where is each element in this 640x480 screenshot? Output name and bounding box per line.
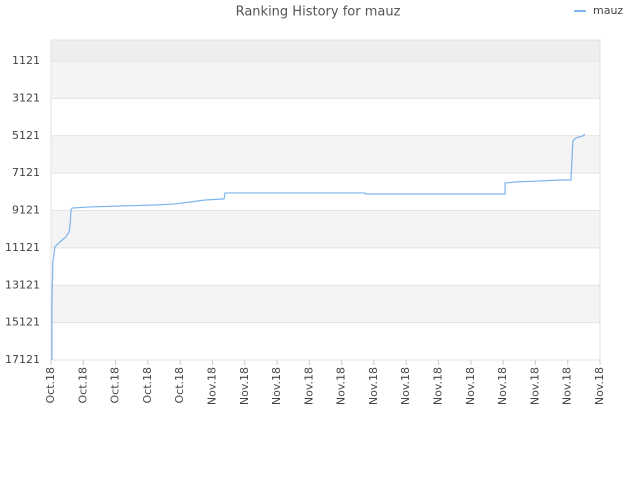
x-tick-label: Nov.18 — [528, 367, 541, 405]
plot-band — [51, 61, 600, 99]
x-tick-label: Oct.18 — [76, 367, 89, 404]
y-tick-label: 3121 — [12, 91, 40, 104]
x-tick-label: Nov.18 — [302, 367, 315, 405]
plot-top-band — [51, 40, 600, 62]
x-tick-label: Nov.18 — [238, 367, 251, 405]
x-tick-label: Nov.18 — [593, 367, 606, 405]
x-tick-label: Oct.18 — [109, 367, 122, 404]
plot-band — [51, 135, 600, 174]
x-tick-label: Nov.18 — [205, 367, 218, 405]
x-tick-label: Nov.18 — [561, 367, 574, 405]
y-tick-label: 17121 — [5, 353, 40, 366]
y-tick-label: 9121 — [12, 204, 40, 217]
y-tick-label: 11121 — [5, 241, 40, 254]
x-tick-label: Nov.18 — [496, 367, 509, 405]
chart-title: Ranking History for mauz — [236, 5, 401, 20]
x-tick-label: Nov.18 — [367, 367, 380, 405]
plot-border — [50, 39, 601, 361]
x-tick-label: Oct.18 — [141, 367, 154, 404]
x-tick-label: Nov.18 — [399, 367, 412, 405]
x-tick-label: Oct.18 — [173, 367, 186, 404]
legend-label: mauz — [593, 4, 623, 17]
x-tick-label: Nov.18 — [464, 367, 477, 405]
y-tick-label: 1121 — [12, 54, 40, 67]
plot-band — [51, 210, 600, 248]
y-tick-label: 5121 — [12, 129, 40, 142]
line — [51, 133, 586, 360]
x-tick-label: Nov.18 — [270, 367, 283, 405]
plot-band — [51, 285, 600, 323]
y-tick-label: 7121 — [12, 166, 40, 179]
x-tick-label: Oct.18 — [44, 367, 57, 404]
x-tick-label: Nov.18 — [432, 367, 445, 405]
y-tick-label: 13121 — [5, 278, 40, 291]
x-tick-label: Nov.18 — [335, 367, 348, 405]
y-tick-label: 15121 — [5, 316, 40, 329]
